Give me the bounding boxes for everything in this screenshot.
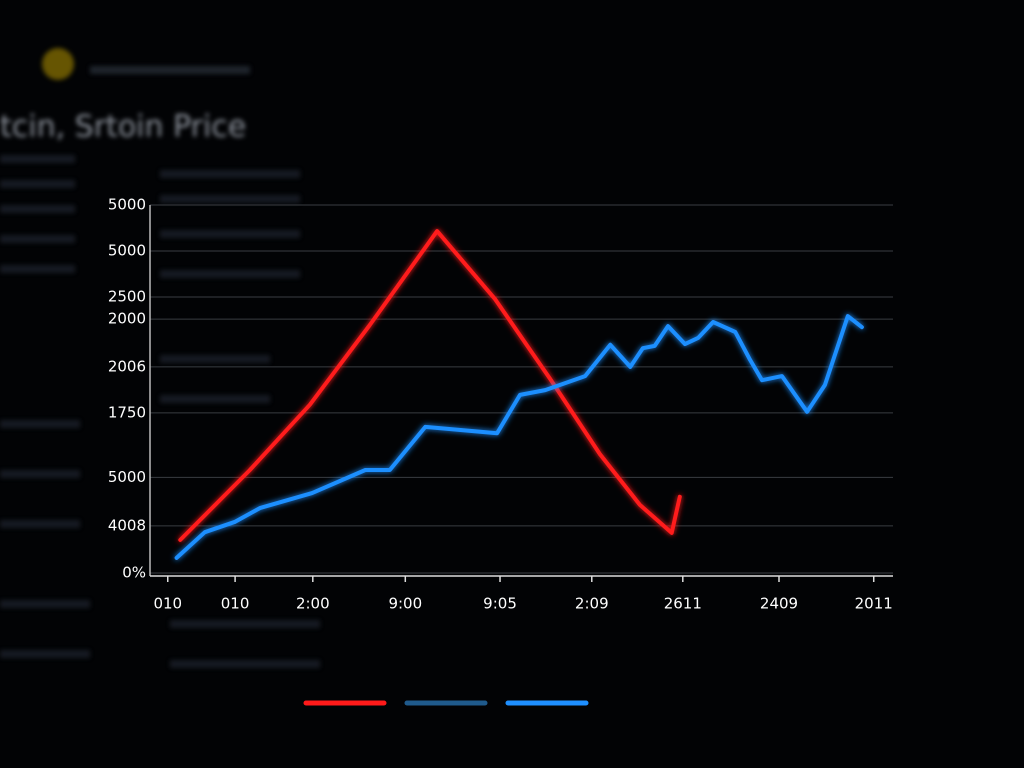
plot-area: 5000 5000 2500 2000 2006 1750 5000 4008 0% 010 010…	[108, 196, 893, 613]
subtitle-blur	[90, 66, 250, 74]
row-blur	[0, 180, 75, 188]
y-tick-label: 1750	[108, 403, 146, 421]
y-tick-label: 4008	[108, 516, 146, 534]
y-tick-label: 5000	[108, 196, 146, 214]
y-tick-label: 5000	[108, 242, 146, 260]
row-blur	[0, 235, 75, 243]
x-tick-label: 2409	[760, 595, 798, 613]
row-blur	[0, 470, 80, 478]
row-blur	[160, 195, 300, 203]
background-rows	[0, 48, 320, 668]
row-blur	[0, 205, 75, 213]
row-blur	[160, 355, 270, 363]
row-blur	[160, 395, 270, 403]
y-tick-label: 2000	[108, 310, 146, 328]
row-blur	[170, 660, 320, 668]
x-tick-label: 2:09	[575, 595, 609, 613]
chart-title: tcin, Srtoin Price	[0, 110, 246, 145]
row-blur	[0, 600, 90, 608]
line-series	[178, 229, 682, 542]
y-tick-label: 5000	[108, 468, 146, 486]
row-blur	[0, 520, 80, 528]
row-blur	[0, 265, 75, 273]
x-tick-label: 9:00	[388, 595, 422, 613]
x-tick-label: 9:05	[483, 595, 517, 613]
y-tick-label: 2006	[108, 357, 146, 375]
x-tick-label: 2:00	[296, 595, 330, 613]
coin-icon	[42, 48, 74, 80]
x-tick-label: 010	[153, 595, 182, 613]
row-blur	[160, 170, 300, 178]
y-tick-label: 2500	[108, 288, 146, 306]
x-tick-label: 010	[221, 595, 250, 613]
row-blur	[160, 270, 300, 278]
row-blur	[0, 155, 75, 163]
x-tick-label: 2611	[664, 595, 702, 613]
row-blur	[160, 230, 300, 238]
y-tick-label: 0%	[122, 564, 146, 582]
line-series	[174, 314, 864, 560]
row-blur	[0, 420, 80, 428]
row-blur	[0, 650, 90, 658]
x-tick-label: 2011	[855, 595, 893, 613]
row-blur	[170, 620, 320, 628]
